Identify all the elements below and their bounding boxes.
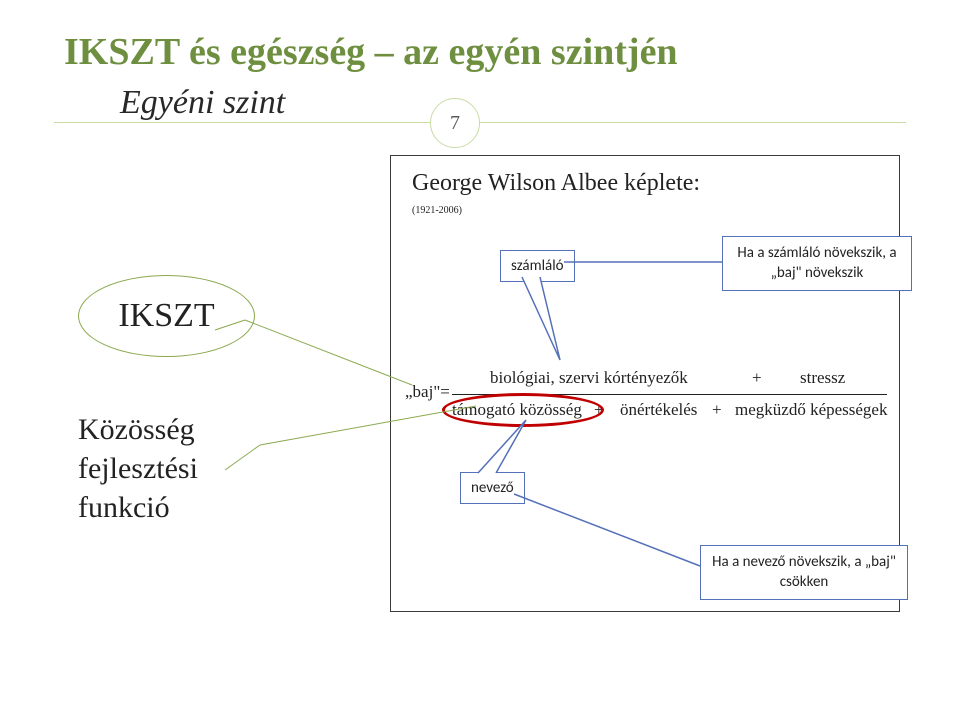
ikszt-oval: IKSZT: [78, 275, 255, 357]
kozosseg-line-3: funkció: [78, 488, 298, 527]
formula-num-left: biológiai, szervi kórtényezők: [490, 368, 688, 388]
top-note-line-1: Ha a számláló növekszik, a: [733, 243, 901, 263]
formula-num-right: stressz: [800, 368, 845, 388]
box-szamlalo-label: számláló: [511, 257, 564, 275]
top-note-line-2: „baj" növekszik: [733, 263, 901, 283]
page-title: IKSZT és egészség – az egyén szintjén: [64, 30, 678, 74]
box-szamlalo: számláló: [500, 250, 575, 282]
bottom-note-line-1: Ha a nevező növekszik, a „baj": [711, 552, 897, 572]
page-subtitle: Egyéni szint: [120, 84, 285, 122]
formula-den-right: megküzdő képességek: [735, 400, 887, 420]
box-nevezo: nevező: [460, 472, 525, 504]
box-top-note: Ha a számláló növekszik, a „baj" növeksz…: [722, 236, 912, 291]
box-bottom-note: Ha a nevező növekszik, a „baj" csökken: [700, 545, 908, 600]
figure-years: (1921-2006): [412, 205, 462, 216]
formula-plus-3: +: [712, 400, 722, 420]
ikszt-label: IKSZT: [118, 297, 214, 335]
formula-plus-1: +: [752, 368, 762, 388]
formula-lhs: „baj"=: [405, 382, 450, 402]
formula-den-mid: önértékelés: [620, 400, 697, 420]
kozosseg-line-2: fejlesztési: [78, 449, 298, 488]
header-separator: [54, 122, 906, 123]
kozosseg-line-1: Közösség: [78, 410, 298, 449]
page-number-badge: 7: [430, 98, 480, 148]
bottom-note-line-2: csökken: [711, 572, 897, 592]
box-nevezo-label: nevező: [471, 479, 514, 497]
figure-title: George Wilson Albee képlete:: [412, 170, 700, 197]
red-highlight-ellipse: [442, 393, 604, 427]
kozosseg-text: Közösség fejlesztési funkció: [78, 410, 298, 527]
